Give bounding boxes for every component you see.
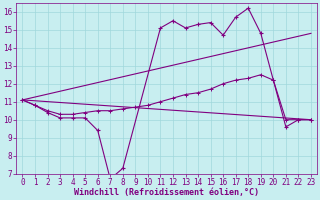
X-axis label: Windchill (Refroidissement éolien,°C): Windchill (Refroidissement éolien,°C) — [74, 188, 259, 197]
